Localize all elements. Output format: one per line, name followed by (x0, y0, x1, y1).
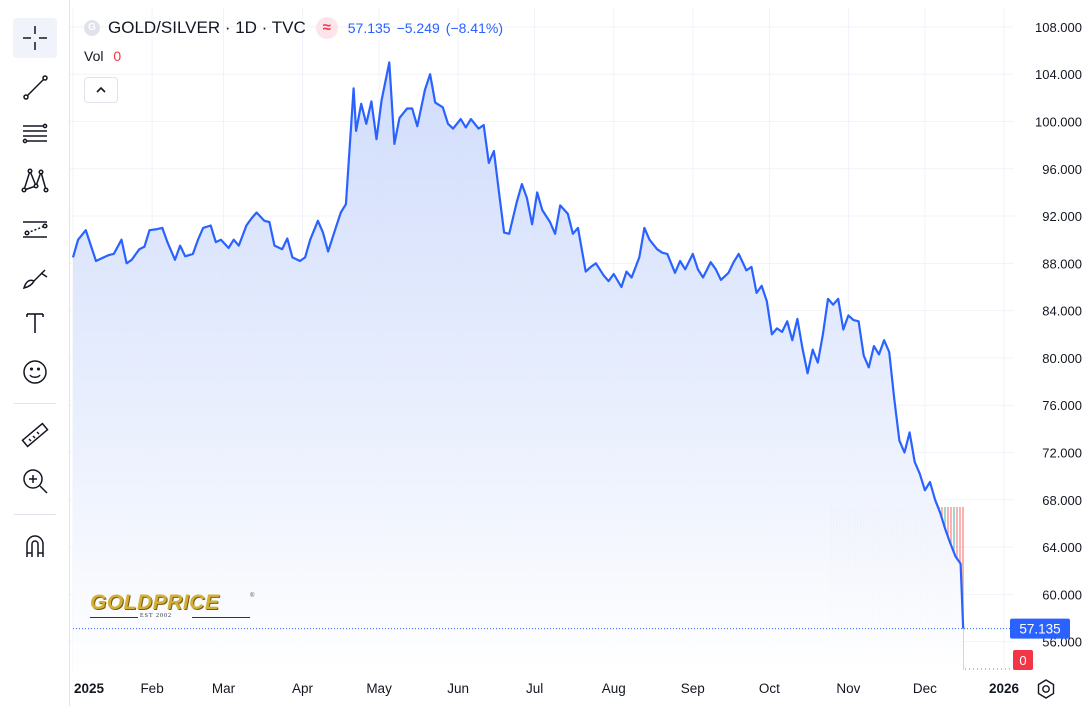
time-tick-label: Mar (212, 681, 236, 696)
time-tick-label: Jun (447, 681, 469, 696)
crosshair-icon (23, 26, 47, 50)
logo-established: EST 2002 (140, 613, 173, 619)
pattern-tool[interactable] (13, 160, 57, 200)
logo-wordmark: GOLDPRICE (90, 591, 220, 614)
toolbar-divider (14, 514, 56, 515)
chevron-up-icon (96, 86, 106, 93)
brush-tool[interactable] (13, 257, 57, 297)
price-label-text: 57.135 (1019, 622, 1060, 637)
volume-label-text: 0 (1019, 653, 1026, 668)
price-tick-label: 108.000 (1035, 20, 1082, 35)
time-tick-label: May (366, 681, 392, 696)
time-axis[interactable]: 2025 Feb Mar Apr May Jun Jul Aug Sep Oct Nov Dec 202… (74, 681, 1020, 696)
time-tick-label: Apr (292, 681, 314, 696)
volume-bar (962, 507, 964, 670)
trend-line-tool[interactable] (13, 67, 57, 107)
emoji-tool[interactable] (13, 352, 57, 392)
price-tick-label: 84.000 (1042, 304, 1082, 319)
price-tick-label: 76.000 (1042, 398, 1082, 413)
logo-rule (90, 617, 138, 618)
price-axis[interactable]: 108.000 104.000 100.000 96.000 92.000 88.000 8… (1035, 20, 1082, 650)
goldprice-logo: GOLDPRICE EST 2002 ® (90, 591, 256, 623)
logo-rule (192, 617, 250, 618)
magnet-tool[interactable] (13, 526, 57, 566)
toolbar-divider (14, 403, 56, 404)
price-tick-label: 88.000 (1042, 256, 1082, 271)
text-icon (26, 313, 44, 333)
time-tick-label: Feb (140, 681, 163, 696)
gear-icon[interactable] (1035, 678, 1057, 700)
time-tick-label: Oct (759, 681, 780, 696)
price-tick-label: 96.000 (1042, 162, 1082, 177)
fib-retracement-tool[interactable] (13, 113, 57, 153)
logo-registered-mark: ® (250, 593, 255, 599)
brush-icon (22, 269, 48, 290)
series-legend: G GOLD/SILVER · 1D · TVC ≈ 57.135 −5.249… (84, 17, 509, 39)
price-tick-label: 80.000 (1042, 351, 1082, 366)
price-tick-label: 68.000 (1042, 493, 1082, 508)
price-chart[interactable]: 108.000 104.000 100.000 96.000 92.000 88.000 8… (70, 0, 1085, 706)
measure-tool[interactable] (13, 415, 57, 455)
trend-line-icon (23, 75, 48, 100)
forecast-tool[interactable] (13, 209, 57, 249)
change-percent: (−8.41%) (445, 20, 503, 36)
last-value: 57.135 (347, 20, 391, 36)
price-label-box (1010, 618, 1070, 639)
compare-icon[interactable]: ≈ (315, 17, 338, 39)
xabcd-pattern-icon (21, 168, 49, 193)
ruler-icon (21, 422, 49, 448)
time-tick-label: Aug (602, 681, 626, 696)
volume-label[interactable]: Vol (84, 48, 104, 64)
volume-label-box (1013, 650, 1033, 670)
forecast-icon (23, 221, 48, 238)
zoom-in-icon (23, 469, 48, 494)
last-volume-label: 0 (1013, 650, 1033, 670)
time-tick-label: Jul (526, 681, 543, 696)
last-price-label: 57.135 (1010, 618, 1070, 639)
price-tick-label: 104.000 (1035, 67, 1082, 82)
smiley-icon (23, 360, 47, 384)
fib-lines-icon (22, 123, 48, 144)
crosshair-tool[interactable] (13, 18, 57, 58)
magnet-icon (26, 535, 44, 557)
time-tick-label: Dec (913, 681, 937, 696)
change-value: −5.249 (396, 20, 440, 36)
time-tick-label: Nov (836, 681, 860, 696)
time-tick-label: 2026 (989, 681, 1020, 696)
time-tick-label: Sep (681, 681, 705, 696)
volume-legend: Vol 0 (84, 48, 121, 64)
volume-value: 0 (113, 48, 122, 64)
price-tick-label: 72.000 (1042, 445, 1082, 460)
drawing-toolbar (0, 0, 70, 706)
time-tick-label: 2025 (74, 681, 105, 696)
price-tick-label: 60.000 (1042, 587, 1082, 602)
price-tick-label: 92.000 (1042, 209, 1082, 224)
price-line (71, 61, 965, 629)
price-tick-label: 100.000 (1035, 114, 1082, 129)
symbol-title[interactable]: GOLD/SILVER · 1D · TVC (108, 18, 306, 37)
zoom-tool[interactable] (13, 461, 57, 501)
symbol-badge: G (84, 20, 100, 36)
text-tool[interactable] (13, 303, 57, 343)
price-tick-label: 64.000 (1042, 540, 1082, 555)
collapse-legend-button[interactable] (84, 77, 118, 103)
price-area-fill (73, 62, 964, 670)
